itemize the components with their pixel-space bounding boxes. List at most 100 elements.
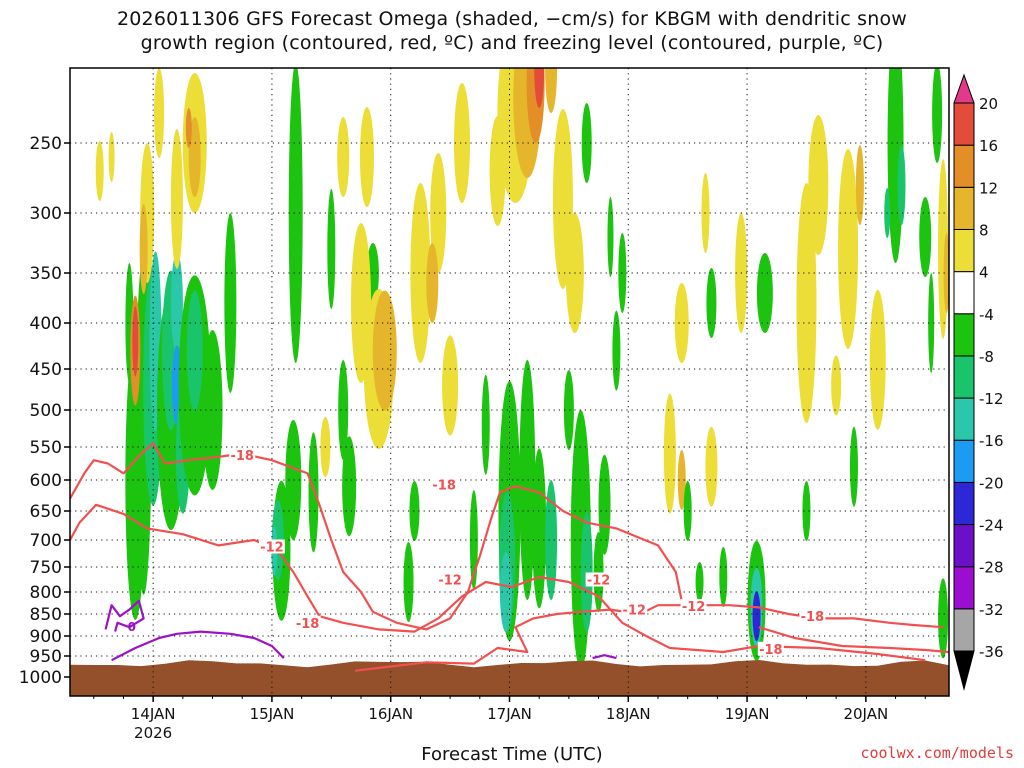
colorbar-label: 12 <box>979 179 998 197</box>
omega-shading-cell <box>943 233 949 313</box>
freezing-level-contour-small <box>592 654 617 660</box>
y-tick-label: 750 <box>30 558 62 578</box>
omega-shading-cell <box>534 68 545 108</box>
x-tick-label: 20JAN <box>843 705 888 723</box>
omega-shading-cell <box>170 129 183 269</box>
colorbar-label: -36 <box>979 643 1004 661</box>
freezing-level-contour-closed <box>104 599 145 632</box>
colorbar-bin <box>953 397 975 441</box>
dsgz-contour-label: -18 <box>759 643 783 658</box>
contour-label-bg <box>585 572 612 587</box>
credit-text: coolwx.com/models <box>860 744 1014 762</box>
colorbar-label: -24 <box>979 517 1004 535</box>
colorbar-label: 20 <box>979 95 998 113</box>
x-axis-label: Forecast Time (UTC) <box>421 744 603 765</box>
omega-shading-cell <box>327 189 336 309</box>
omega-shading-cell <box>489 116 506 226</box>
omega-shading-cell <box>838 149 859 349</box>
colorbar-arrow-high <box>953 73 975 104</box>
omega-shading-cell <box>186 290 203 411</box>
omega-shading-cell <box>95 141 104 201</box>
colorbar-bin <box>953 481 975 526</box>
omega-shading-cell <box>802 481 811 541</box>
y-tick-label: 650 <box>30 502 62 522</box>
dsgz-contour-late-2 <box>758 626 949 654</box>
omega-shading-cell <box>796 183 817 423</box>
colorbar-label: 8 <box>979 221 989 239</box>
omega-shading-cell <box>132 306 139 377</box>
omega-shading-cell <box>342 436 357 537</box>
y-tick-label: 400 <box>30 314 62 334</box>
omega-shading-cell <box>563 370 574 450</box>
colorbar-label: -16 <box>979 432 1004 450</box>
colorbar-bin <box>953 102 975 146</box>
y-tick-label: 250 <box>30 134 62 154</box>
terrain-ground <box>70 660 949 696</box>
omega-shading-cell <box>683 481 692 541</box>
freezing-level-contour <box>111 630 285 662</box>
colorbar-label: -12 <box>979 390 1004 408</box>
omega-shading-cell <box>869 289 886 430</box>
y-tick-label: 300 <box>30 204 62 224</box>
omega-shading-cell <box>532 448 547 609</box>
y-tick-label: 550 <box>30 438 62 458</box>
colorbar-label: -8 <box>979 348 994 366</box>
omega-shading-cell <box>752 591 761 642</box>
omega-shading-cell <box>674 283 689 363</box>
dsgz-contour-upper <box>70 442 683 631</box>
omega-shading-cell <box>581 103 592 183</box>
colorbar-label: -32 <box>979 601 1004 619</box>
omega-shading-cell <box>426 243 439 323</box>
omega-shading-cell <box>453 83 470 203</box>
contour-label-bg <box>229 447 256 462</box>
dsgz-contour-label: -18 <box>432 478 456 493</box>
omega-shading-cell <box>442 335 459 436</box>
omega-shading-cell <box>695 562 704 602</box>
omega-shading-cell <box>607 197 614 277</box>
colorbar-label: -28 <box>979 559 1004 577</box>
omega-shading-cell <box>677 450 686 510</box>
dsgz-contour-label: -12 <box>587 574 611 589</box>
omega-shading-cell <box>139 204 148 294</box>
y-tick-label: 450 <box>30 360 62 380</box>
omega-shading-cell <box>932 68 943 163</box>
omega-shading-cell <box>499 552 512 632</box>
y-tick-label: 350 <box>30 264 62 284</box>
omega-shading-cell <box>831 355 842 416</box>
colorbar-bin <box>953 228 975 273</box>
colorbar-arrow-low <box>953 650 975 691</box>
dsgz-contour-label: -18 <box>801 610 825 625</box>
dsgz-contour-label: -12 <box>260 540 284 555</box>
dsgz-contour-label: -18 <box>230 449 254 464</box>
x-tick-label: 17JAN <box>487 705 532 723</box>
omega-shading-cell <box>288 68 303 363</box>
y-tick-label: 600 <box>30 471 62 491</box>
omega-shading-cell <box>202 330 223 490</box>
omega-shading-cell <box>545 480 558 600</box>
y-tick-label: 500 <box>30 401 62 421</box>
colorbar-label: 16 <box>979 137 998 155</box>
contour-label-bg <box>621 602 648 617</box>
omega-shading-cell <box>338 360 349 460</box>
contour-label-bg <box>258 539 285 554</box>
colorbar-bin <box>953 271 975 315</box>
omega-shading-cell <box>663 393 676 514</box>
omega-shading-cell <box>612 310 621 391</box>
omega-shading-cell <box>928 273 935 373</box>
omega-shading-cell <box>580 512 593 632</box>
omega-shading-cell <box>756 253 773 333</box>
omega-shading-cell <box>372 290 397 411</box>
y-tick-label: 1000 <box>19 668 62 688</box>
x-tick-label: 15JAN <box>250 705 295 723</box>
omega-shading-cell <box>403 542 414 622</box>
freezing-level-label: 0 <box>128 620 136 634</box>
dsgz-contour-lower <box>70 503 926 662</box>
colorbar-bin <box>953 144 975 188</box>
omega-shading-cell <box>170 253 183 353</box>
omega-shading-cell <box>430 153 447 273</box>
y-tick-label: 850 <box>30 605 62 625</box>
contour-label-bg <box>757 641 784 656</box>
colorbar-bin <box>953 524 975 568</box>
omega-shading-cell <box>185 108 192 148</box>
dsgz-contour-label: -12 <box>438 574 462 589</box>
